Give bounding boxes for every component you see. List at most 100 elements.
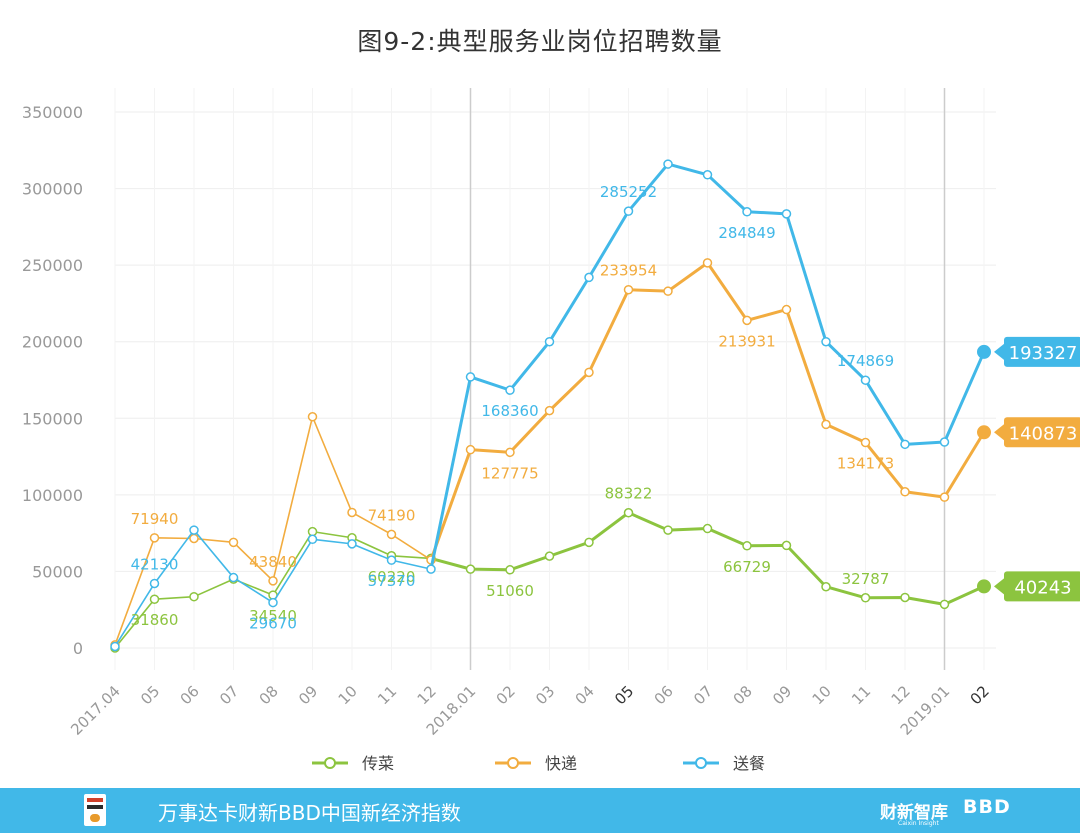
y-tick-label: 200000 — [22, 333, 83, 352]
x-tick-label: 08 — [256, 682, 282, 708]
data-point — [663, 286, 673, 296]
data-point — [977, 344, 991, 359]
data-point — [623, 284, 634, 295]
data-point — [268, 597, 278, 608]
legend[interactable]: 传菜 快递 送餐 — [312, 754, 765, 773]
data-point — [702, 523, 713, 534]
data-point — [307, 412, 318, 422]
data-point — [781, 209, 792, 219]
legend-marker — [324, 757, 336, 769]
data-label: 66729 — [723, 558, 771, 576]
x-tick-label: 11 — [848, 682, 874, 708]
data-point — [544, 405, 555, 416]
end-value-label: 140873 — [1009, 423, 1078, 444]
footer-bar: 万事达卡财新BBD中国新经济指数 财新智库 Caixin Insight BBD — [0, 788, 1080, 833]
data-point — [110, 641, 120, 652]
index-logo-icon — [84, 794, 106, 826]
legend-label: 快递 — [545, 754, 577, 773]
data-label: 74190 — [368, 506, 416, 524]
data-point — [742, 541, 752, 551]
end-value-box — [1004, 571, 1080, 602]
data-point — [505, 447, 515, 458]
data-point — [781, 304, 792, 315]
data-label: 31860 — [131, 611, 179, 629]
data-point — [623, 206, 634, 216]
data-point — [386, 529, 397, 540]
data-point — [977, 579, 991, 594]
series-lines — [110, 159, 991, 653]
x-tick-label: 10 — [335, 682, 361, 708]
data-label: 174869 — [837, 352, 894, 370]
data-point — [821, 419, 831, 430]
x-tick-label: 12 — [888, 682, 914, 708]
data-point — [307, 534, 318, 545]
end-value-label: 193327 — [1009, 343, 1078, 364]
legend-marker — [695, 757, 707, 769]
data-point — [742, 207, 752, 217]
data-label: 34540 — [249, 607, 297, 625]
data-label: 60220 — [368, 568, 416, 586]
data-point — [860, 437, 871, 448]
footer-title: 万事达卡财新BBD中国新经济指数 — [158, 801, 461, 825]
x-tick-label: 10 — [809, 682, 835, 708]
x-tick-label: 2017.04 — [67, 682, 124, 739]
data-point — [584, 367, 594, 378]
data-label: 51060 — [486, 582, 534, 600]
data-point — [939, 492, 950, 502]
data-point — [426, 564, 436, 574]
data-label: 213931 — [718, 332, 775, 350]
data-point — [663, 159, 673, 169]
data-label: 71940 — [131, 510, 179, 528]
x-tick-label: 06 — [177, 682, 203, 708]
data-label: 42130 — [131, 555, 179, 573]
x-tick-label: 05 — [611, 682, 637, 708]
data-point — [900, 487, 910, 497]
data-point — [821, 336, 831, 347]
data-label: 168360 — [481, 402, 538, 420]
data-label: 88322 — [605, 485, 653, 503]
end-value-label: 40243 — [1014, 577, 1071, 598]
data-point — [465, 564, 476, 574]
data-label: 32787 — [842, 570, 890, 588]
x-tick-label: 09 — [295, 682, 321, 708]
x-tick-label: 07 — [216, 682, 242, 708]
data-point — [347, 539, 357, 549]
data-label: 284849 — [718, 224, 775, 242]
data-point — [465, 372, 476, 382]
data-label: 127775 — [481, 464, 538, 482]
data-label: 134173 — [837, 455, 894, 473]
end-value-pointer — [994, 343, 1004, 360]
legend-label: 送餐 — [733, 754, 765, 773]
y-tick-label: 300000 — [22, 180, 83, 199]
data-point — [189, 525, 199, 535]
y-tick-label: 50000 — [32, 562, 83, 581]
data-point — [228, 537, 239, 548]
data-point — [544, 551, 555, 561]
data-point — [977, 425, 991, 440]
data-point — [623, 507, 634, 518]
line-chart: 0 50000 100000 150000 200000 250000 300000 3500… — [22, 88, 1080, 773]
legend-marker — [507, 757, 519, 769]
data-point — [584, 272, 594, 283]
data-point — [821, 581, 831, 592]
y-tick-label: 100000 — [22, 486, 83, 505]
axes: 0 50000 100000 150000 200000 250000 300000 3500… — [22, 103, 993, 739]
data-point — [149, 533, 160, 543]
data-point — [189, 533, 199, 544]
x-tick-label: 11 — [374, 682, 400, 708]
x-tick-label: 03 — [532, 682, 558, 708]
data-point — [149, 594, 160, 604]
data-point — [149, 578, 160, 589]
x-tick-label: 09 — [769, 682, 795, 708]
data-point — [781, 540, 792, 551]
data-point — [347, 507, 357, 518]
x-tick-label: 02 — [493, 682, 519, 708]
data-label: 29670 — [249, 615, 297, 633]
y-tick-label: 250000 — [22, 256, 83, 275]
data-point — [742, 315, 752, 326]
data-point — [702, 170, 713, 180]
x-tick-label: 04 — [572, 682, 598, 708]
x-tick-label: 06 — [651, 682, 677, 708]
x-tick-label: 07 — [690, 682, 716, 708]
data-label: 43840 — [249, 553, 297, 571]
